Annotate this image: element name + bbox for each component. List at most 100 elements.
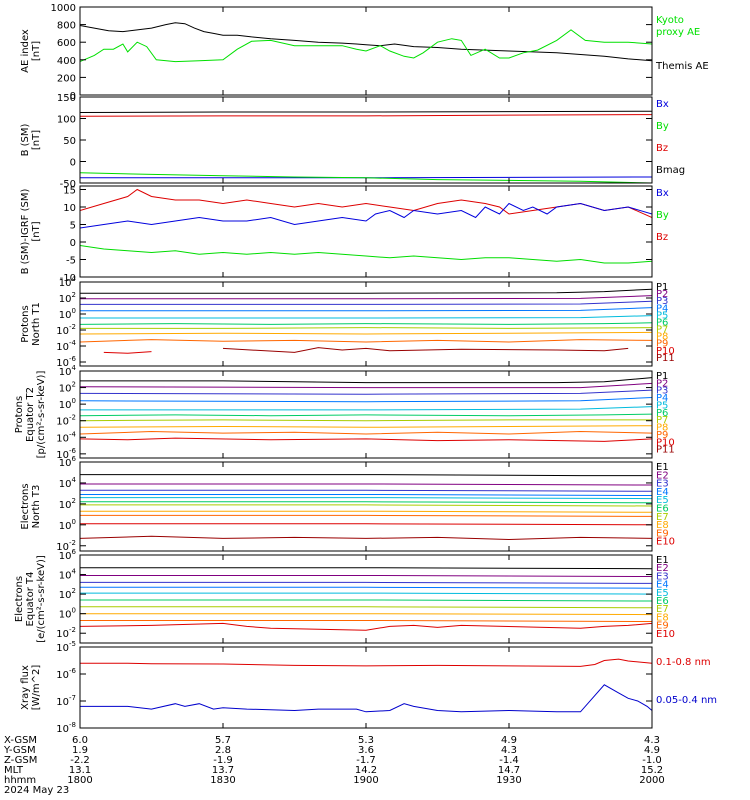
series-line-Themis-AE — [80, 22, 652, 62]
series-group — [80, 567, 652, 631]
y-axis-label: North T3 — [31, 485, 42, 529]
ephemeris-row-label: MLT — [4, 765, 24, 776]
ephemeris-value: -1.4 — [499, 755, 519, 766]
y-tick-exponent: 0 — [72, 307, 76, 315]
panel-7: 106 104 102 100 10-2 Electrons Equator T4 [e/(c… — [14, 548, 675, 644]
y-tick-exponent: 2 — [72, 291, 76, 299]
series-line-E1 — [80, 567, 652, 570]
legend-label: E6 — [656, 596, 669, 607]
series-line-E2 — [80, 575, 652, 577]
y-axis-label: [p/(cm²-s-sr-keV)] — [36, 371, 47, 459]
series-line-Bz — [80, 114, 652, 117]
legend-label: E9 — [656, 621, 669, 632]
y-axis-label: North T1 — [31, 302, 42, 346]
legend-label: P5 — [656, 400, 668, 411]
y-tick-label: 50 — [63, 136, 76, 147]
legend-label: P8 — [656, 423, 668, 434]
y-tick-label: 800 — [57, 21, 76, 32]
y-axis-label: B (SM)-IGRF (SM) — [20, 189, 31, 275]
ephemeris-value: 6.0 — [72, 735, 88, 746]
ephemeris-table: X-GSM 6.0 5.7 5.3 4.9 4.3Y-GSM 1.9 2.8 3.6 4.3 4.9… — [3, 735, 665, 796]
y-tick-label: 10 — [63, 203, 76, 214]
legend-label: E10 — [656, 537, 675, 548]
ephemeris-value: 1930 — [496, 775, 521, 786]
series-line-E7 — [80, 606, 652, 609]
ephemeris-date: 2024 May 23 — [4, 785, 69, 796]
y-tick-label: 102 — [59, 497, 76, 511]
y-tick-label: 100 — [57, 115, 76, 126]
ephemeris-value: 14.7 — [498, 765, 520, 776]
y-tick-label: 10-5 — [56, 640, 76, 654]
legend-label: 0.05-0.4 nm — [656, 695, 717, 706]
y-axis-label: Electrons — [20, 483, 31, 529]
legend-label: E5 — [656, 588, 669, 599]
series-line-By — [80, 172, 652, 183]
y-axis-label: B (SM) — [20, 123, 31, 156]
legend-label: E5 — [656, 495, 669, 506]
y-tick-exponent: 2 — [72, 587, 76, 595]
series-line-P6 — [80, 322, 652, 325]
y-tick-exponent: -2 — [69, 626, 76, 634]
y-tick-exponent: 2 — [72, 381, 76, 389]
ephemeris-row-label: X-GSM — [4, 735, 37, 746]
legend-label: P4 — [656, 393, 668, 404]
ephemeris-value: 2.8 — [215, 745, 231, 756]
series-line-P3 — [80, 300, 652, 305]
series-line-P8 — [80, 331, 652, 335]
legend-label: E8 — [656, 520, 669, 531]
y-tick-label: 5 — [70, 221, 76, 232]
series-group — [80, 188, 652, 264]
legend-label: P10 — [656, 346, 675, 357]
y-tick-label: 1000 — [51, 3, 76, 14]
series-line-0-05-0-4-nm — [80, 684, 652, 713]
series-line-P8 — [80, 425, 652, 428]
series-line-Bz — [80, 188, 652, 218]
series-line-P7 — [80, 419, 652, 422]
panel-frame — [79, 185, 653, 278]
ephemeris-value: 1.9 — [72, 745, 88, 756]
series-line-P5 — [80, 406, 652, 411]
legend-label: E3 — [656, 479, 669, 490]
y-tick-label: 10-2 — [56, 414, 76, 428]
ephemeris-value: 2000 — [639, 775, 664, 786]
ephemeris-value: 1900 — [353, 775, 378, 786]
y-tick-label: 10-2 — [56, 626, 76, 640]
y-axis-label: Electrons — [14, 576, 25, 622]
y-tick-exponent: -5 — [69, 640, 76, 648]
legend-label: E6 — [656, 504, 669, 515]
legend-label: P2 — [656, 378, 668, 389]
ephemeris-value: 13.1 — [69, 765, 91, 776]
series-group — [80, 377, 652, 442]
legend-label: Kyoto — [656, 15, 684, 26]
legend-label: P8 — [656, 332, 668, 343]
ephemeris-row-label: hhmm — [4, 775, 36, 786]
ephemeris-value: 4.9 — [501, 735, 517, 746]
series-line-P7 — [80, 327, 652, 329]
y-tick-label: 400 — [57, 56, 76, 67]
y-tick-label: -50 — [60, 179, 76, 190]
series-line-P6 — [80, 413, 652, 417]
legend-label: E7 — [656, 512, 669, 523]
series-line-E5 — [80, 592, 652, 595]
y-tick-label: 0 — [70, 91, 76, 102]
legend-label: Themis AE — [655, 61, 709, 72]
ephemeris-value: 4.9 — [644, 745, 660, 756]
y-axis-label: Xray flux — [20, 665, 31, 710]
y-tick-label: -5 — [66, 256, 76, 267]
series-line-Bx — [80, 202, 652, 229]
series-line-P2 — [80, 295, 652, 300]
series-line-P4 — [80, 397, 652, 403]
y-tick-label: 100 — [59, 607, 76, 621]
ephemeris-value: 1830 — [210, 775, 235, 786]
legend-label: Bx — [656, 99, 669, 110]
y-tick-label: 10-4 — [56, 430, 76, 444]
y-axis-label: AE index — [20, 29, 31, 73]
legend-label: P6 — [656, 317, 668, 328]
series-line-E7 — [80, 504, 652, 507]
y-tick-label: 102 — [59, 381, 76, 395]
y-tick-label: 102 — [59, 587, 76, 601]
y-tick-exponent: 4 — [72, 364, 77, 372]
series-line-P10 — [80, 437, 652, 442]
